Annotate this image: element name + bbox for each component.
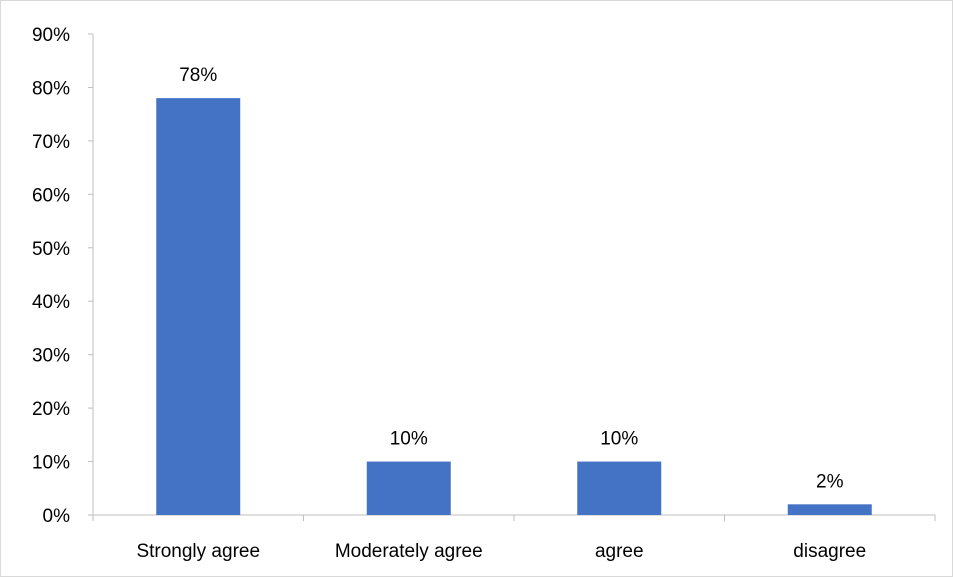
chart-labels: 78% Strongly agree 10% Moderately agree 10% a…	[136, 65, 866, 562]
y-tick-label: 70%	[32, 132, 70, 153]
bar-series	[156, 98, 872, 515]
y-tick-label: 50%	[32, 239, 70, 260]
bar	[787, 504, 872, 515]
y-tick-label: 60%	[32, 185, 70, 206]
y-tick-label: 80%	[32, 78, 70, 99]
x-category-label: disagree	[793, 541, 866, 562]
data-label: 78%	[179, 65, 217, 86]
y-tick-label: 30%	[32, 346, 70, 367]
x-category-label: Moderately agree	[335, 541, 483, 562]
y-tick-label: 0%	[43, 506, 71, 527]
bar	[577, 461, 662, 515]
data-label: 10%	[600, 429, 638, 450]
bar	[366, 461, 451, 515]
x-category-label: agree	[595, 541, 644, 562]
data-label: 2%	[816, 471, 844, 492]
y-tick-label: 10%	[32, 453, 70, 474]
y-tick-label: 20%	[32, 399, 70, 420]
bar	[156, 98, 241, 515]
y-tick-label: 90%	[32, 25, 70, 46]
x-category-label: Strongly agree	[136, 541, 260, 562]
y-tick-label: 40%	[32, 292, 70, 313]
data-label: 10%	[390, 429, 428, 450]
